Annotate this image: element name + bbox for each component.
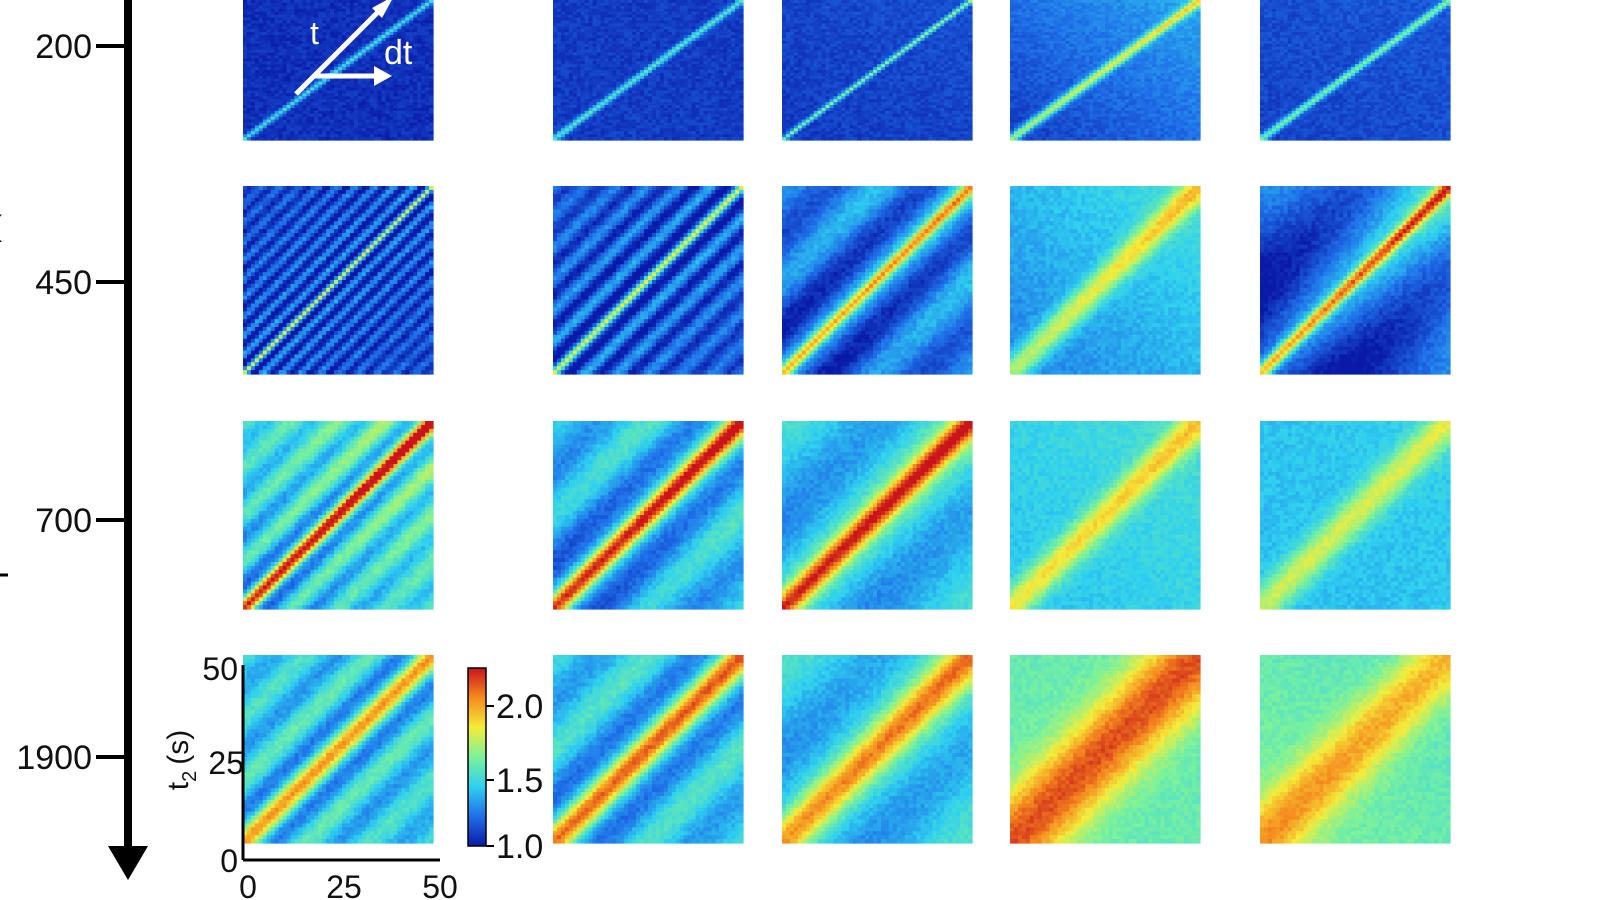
heatmap-tile-r2-c2 [553,186,744,375]
heatmap-tile-r2-c1 [243,186,434,375]
heatmap-tile-r1-c5 [1260,0,1451,141]
colorbar: 2.0 1.5 1.0 [468,668,543,866]
heatmap-tile-r4-c5 [1260,655,1451,844]
heatmap-tile-r2-c3 [782,186,973,375]
heatmap-tile-r1-c2 [553,0,744,141]
tile-xtick-50: 50 [422,869,458,900]
colorbar-label-1-0: 1.0 [496,828,543,866]
heatmap-tiles [243,0,1451,844]
heatmap-tile-r4-c2 [553,655,744,844]
time-axis-arrowhead [108,846,148,880]
heatmap-tile-r1-c4 [1010,0,1201,141]
heatmap-tile-r4-c1 [243,655,434,844]
tile-y-axis-label: t2(s) [162,730,201,790]
heatmap-tile-r3-c2 [553,421,744,610]
tile-xtick-25: 25 [326,869,362,900]
time-label-700: 700 [35,502,92,540]
dt-label: dt [384,34,413,72]
heatmap-tile-r4-c3 [782,655,973,844]
heatmap-tile-r4-c4 [1010,655,1201,844]
tile-ytick-0: 0 [220,843,238,879]
heatmap-tile-r1-c3 [782,0,973,141]
cropped-axis-glyph: ( [0,210,2,243]
colorbar-gradient [468,668,486,846]
heatmap-tile-r3-c5 [1260,421,1451,610]
colorbar-label-2-0: 2.0 [496,688,543,726]
t-label: t [310,15,319,51]
tile-ylabel-sub: 2 [179,771,201,782]
heatmap-tile-r3-c3 [782,421,973,610]
time-axis: 200 450 700 1900 ( [0,0,148,880]
heatmap-tile-r3-c4 [1010,421,1201,610]
tile-xtick-0: 0 [239,869,257,900]
colorbar-label-1-5: 1.5 [496,762,543,800]
heatmap-tile-r3-c1 [243,421,434,610]
time-label-200: 200 [35,28,92,66]
heatmap-tile-r2-c5 [1260,186,1451,375]
time-label-450: 450 [35,264,92,302]
heatmap-tile-r2-c4 [1010,186,1201,375]
tile-ylabel-unit: (s) [162,730,195,765]
time-label-1900: 1900 [16,739,92,777]
tile-ytick-25: 25 [208,745,244,781]
tile-ytick-50: 50 [202,651,238,687]
